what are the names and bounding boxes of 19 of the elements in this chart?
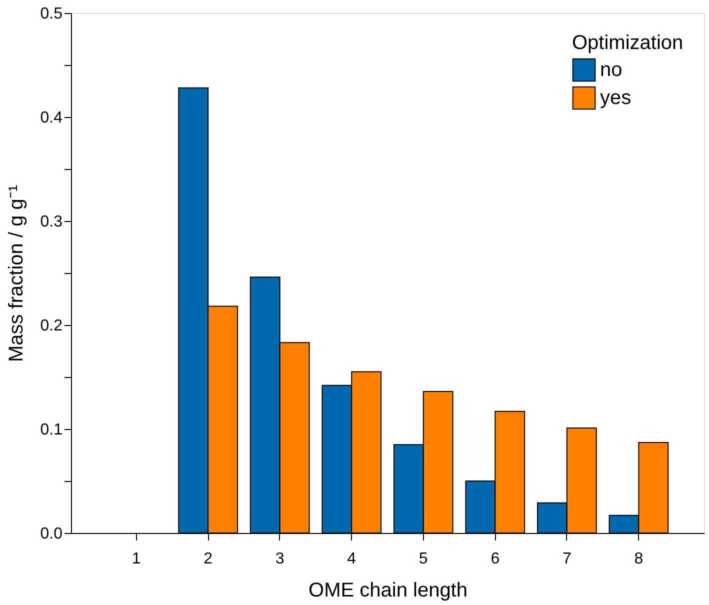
x-tick-label: 5 — [418, 550, 428, 568]
y-tick-label: 0.4 — [40, 110, 63, 126]
x-tick-label: 6 — [490, 550, 500, 568]
y-tick-label: 0.5 — [40, 6, 63, 22]
legend-label: no — [600, 59, 622, 81]
y-tick-label: 0.1 — [40, 422, 63, 438]
legend-label: yes — [600, 87, 632, 109]
y-tick-label: 0.3 — [40, 214, 63, 230]
legend-title: Optimization — [572, 32, 684, 54]
x-tick-label: 8 — [634, 550, 644, 568]
y-axis-title: Mass fraction / g g⁻¹ — [5, 184, 28, 362]
x-tick-label: 7 — [562, 550, 572, 568]
x-tick-label: 1 — [132, 550, 141, 568]
y-tick-label: 0.0 — [40, 526, 63, 542]
x-tick-label: 3 — [275, 550, 284, 568]
x-axis-title: OME chain length — [308, 580, 468, 602]
x-tick-label: 2 — [204, 550, 213, 568]
x-tick-label: 4 — [347, 550, 356, 568]
y-tick-label: 0.2 — [40, 318, 63, 334]
